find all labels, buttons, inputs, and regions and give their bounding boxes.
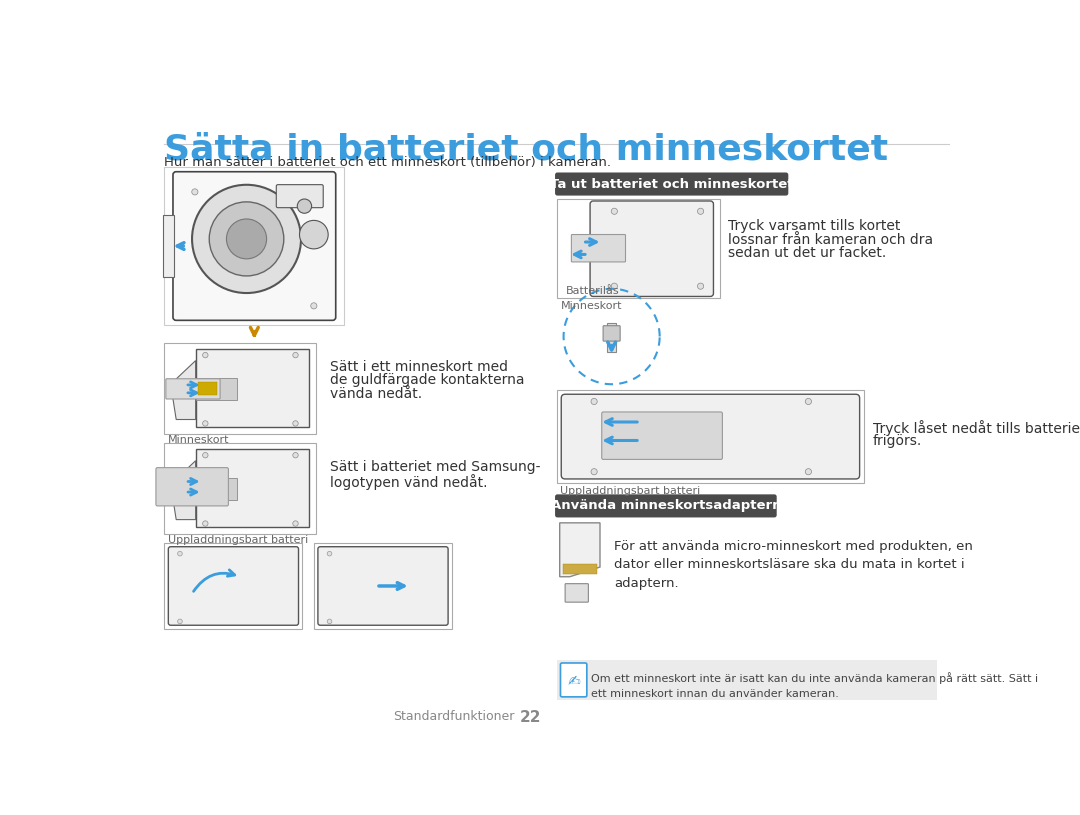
FancyBboxPatch shape — [557, 200, 720, 298]
Text: Hur man sätter i batteriet och ett minneskort (tillbehör) i kameran.: Hur man sätter i batteriet och ett minne… — [164, 156, 611, 169]
Circle shape — [293, 421, 298, 426]
FancyBboxPatch shape — [168, 547, 298, 625]
Polygon shape — [195, 349, 309, 427]
FancyBboxPatch shape — [164, 167, 345, 325]
Text: frigörs.: frigörs. — [873, 434, 922, 447]
FancyBboxPatch shape — [166, 379, 220, 399]
Text: Använda minneskortsadaptern: Använda minneskortsadaptern — [551, 500, 781, 513]
Text: Standardfunktioner: Standardfunktioner — [393, 710, 515, 723]
Circle shape — [591, 399, 597, 404]
Bar — [195, 378, 238, 400]
Circle shape — [611, 208, 618, 214]
Circle shape — [203, 452, 208, 458]
Circle shape — [806, 399, 811, 404]
Text: Tryck varsamt tills kortet: Tryck varsamt tills kortet — [728, 218, 901, 233]
FancyBboxPatch shape — [164, 443, 315, 534]
Bar — [195, 478, 238, 500]
Bar — [607, 323, 617, 352]
Circle shape — [192, 185, 301, 293]
Text: Uppladdningsbart batteri: Uppladdningsbart batteri — [167, 535, 308, 545]
Text: För att använda micro-minneskort med produkten, en
dator eller minneskortsläsare: För att använda micro-minneskort med pro… — [613, 540, 973, 590]
Text: Uppladdningsbart batteri: Uppladdningsbart batteri — [561, 486, 701, 496]
Circle shape — [203, 421, 208, 426]
FancyBboxPatch shape — [555, 173, 788, 196]
Circle shape — [698, 283, 704, 289]
Text: Sätta in batteriet och minneskortet: Sätta in batteriet och minneskortet — [164, 133, 889, 166]
Circle shape — [806, 469, 811, 475]
Circle shape — [297, 199, 312, 214]
Circle shape — [293, 452, 298, 458]
Circle shape — [227, 219, 267, 259]
FancyBboxPatch shape — [562, 394, 860, 479]
Circle shape — [203, 521, 208, 526]
Circle shape — [698, 208, 704, 214]
Text: logotypen vänd nedåt.: logotypen vänd nedåt. — [329, 474, 487, 490]
Text: sedan ut det ur facket.: sedan ut det ur facket. — [728, 246, 886, 261]
FancyBboxPatch shape — [565, 584, 589, 602]
Circle shape — [311, 303, 316, 309]
FancyBboxPatch shape — [557, 660, 937, 700]
Circle shape — [293, 521, 298, 526]
Text: Sätt i ett minneskort med: Sätt i ett minneskort med — [329, 359, 508, 373]
FancyBboxPatch shape — [164, 543, 302, 629]
FancyBboxPatch shape — [173, 172, 336, 320]
Text: Tryck låset nedåt tills batteriet: Tryck låset nedåt tills batteriet — [873, 420, 1080, 435]
Text: Batterilås: Batterilås — [566, 286, 619, 296]
FancyBboxPatch shape — [555, 495, 777, 518]
Circle shape — [299, 220, 328, 249]
Text: Ta ut batteriet och minneskortet: Ta ut batteriet och minneskortet — [550, 178, 794, 191]
Circle shape — [203, 352, 208, 358]
Text: Om ett minneskort inte är isatt kan du inte använda kameran på rätt sätt. Sätt i: Om ett minneskort inte är isatt kan du i… — [592, 672, 1039, 698]
FancyBboxPatch shape — [156, 468, 228, 506]
Circle shape — [327, 619, 332, 623]
Circle shape — [611, 283, 618, 289]
FancyBboxPatch shape — [571, 235, 625, 262]
Text: Minneskort: Minneskort — [167, 435, 229, 445]
Text: Minneskort: Minneskort — [561, 301, 622, 311]
Circle shape — [327, 551, 332, 556]
Bar — [199, 382, 217, 395]
FancyBboxPatch shape — [163, 214, 174, 277]
Circle shape — [210, 202, 284, 276]
FancyBboxPatch shape — [164, 342, 315, 434]
Polygon shape — [171, 360, 195, 420]
Circle shape — [177, 551, 183, 556]
FancyBboxPatch shape — [318, 547, 448, 625]
FancyBboxPatch shape — [557, 390, 864, 482]
Circle shape — [293, 352, 298, 358]
FancyBboxPatch shape — [276, 185, 323, 208]
Text: lossnar från kameran och dra: lossnar från kameran och dra — [728, 232, 933, 247]
FancyBboxPatch shape — [314, 543, 451, 629]
FancyBboxPatch shape — [603, 326, 620, 341]
Text: ✍: ✍ — [567, 673, 580, 688]
Text: de guldfärgade kontakterna: de guldfärgade kontakterna — [329, 373, 524, 387]
FancyBboxPatch shape — [561, 663, 586, 697]
Polygon shape — [195, 449, 309, 527]
Text: 22: 22 — [521, 710, 542, 725]
Circle shape — [177, 619, 183, 623]
Bar — [563, 565, 597, 574]
Circle shape — [591, 469, 597, 475]
FancyBboxPatch shape — [602, 412, 723, 460]
FancyBboxPatch shape — [590, 201, 714, 297]
Polygon shape — [171, 460, 195, 520]
Text: Sätt i batteriet med Samsung-: Sätt i batteriet med Samsung- — [329, 460, 540, 474]
Circle shape — [192, 189, 198, 195]
Text: vända nedåt.: vända nedåt. — [329, 387, 421, 401]
Polygon shape — [559, 523, 600, 577]
